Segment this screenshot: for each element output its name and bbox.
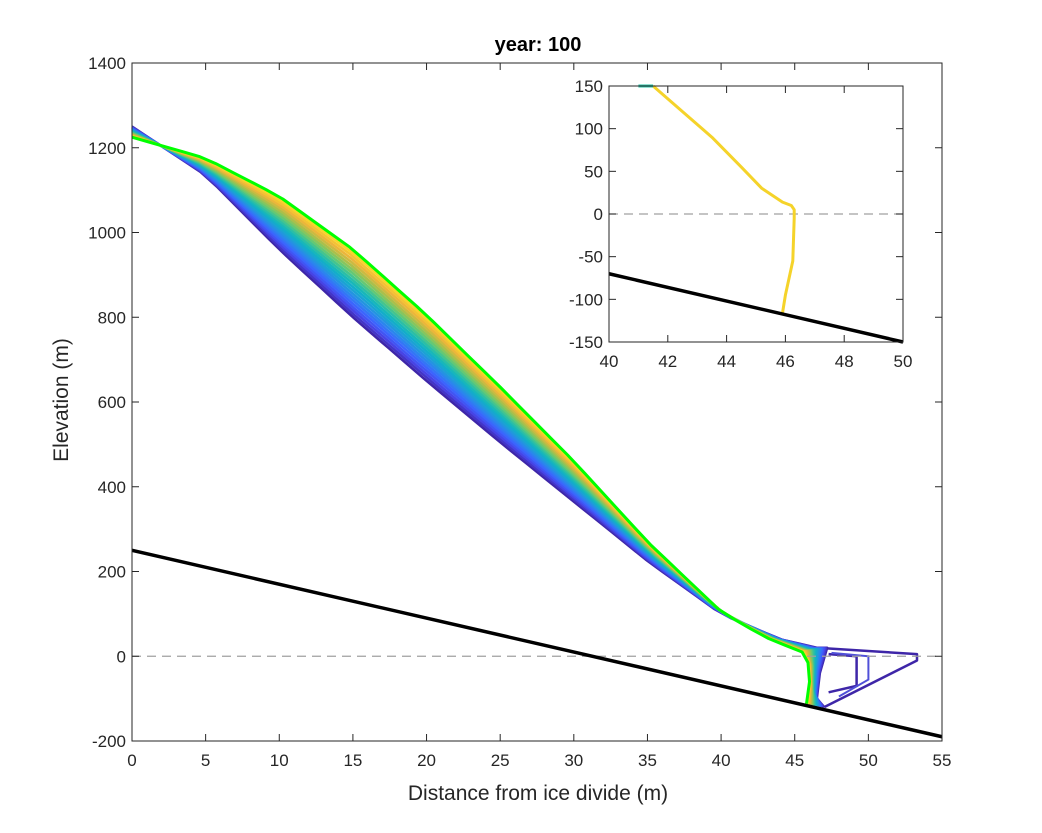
main-y-tick-label: 800 xyxy=(98,308,126,327)
inset-y-tick-label: 100 xyxy=(575,120,603,139)
main-x-tick-label: 25 xyxy=(491,751,510,770)
inset-bed-line xyxy=(608,272,904,344)
inset-y-tick-label: -150 xyxy=(569,333,603,352)
main-y-tick-label: 200 xyxy=(98,563,126,582)
y-axis-label: Elevation (m) xyxy=(50,338,73,462)
main-profiles xyxy=(131,125,919,709)
main-y-tick-label: 600 xyxy=(98,393,126,412)
main-y-tick-label: 1400 xyxy=(88,54,126,73)
main-y-tick-label: 1200 xyxy=(88,139,126,158)
main-y-tick-label: -200 xyxy=(92,732,126,751)
main-x-tick-label: 45 xyxy=(785,751,804,770)
main-bed-line xyxy=(131,548,943,739)
main-x-tick-label: 35 xyxy=(638,751,657,770)
inset-x-tick-label: 42 xyxy=(658,352,677,371)
inset-chart: 40 42 44 46 48 50 -150 -100 -50 0 50 100 150 xyxy=(569,77,912,371)
main-y-tick-label: 1000 xyxy=(88,224,126,243)
chart-title: year: 100 xyxy=(495,34,582,56)
inset-y-tick-label: -50 xyxy=(578,248,603,267)
inset-x-tick-label: 50 xyxy=(894,352,913,371)
main-y-tick-label: 400 xyxy=(98,478,126,497)
inset-y-tick-label: -100 xyxy=(569,290,603,309)
inset-x-tick-label: 44 xyxy=(717,352,736,371)
main-chart: 0 5 10 15 20 25 30 35 40 45 50 55-20002004006008001… xyxy=(50,34,951,805)
inset-x-tick-label: 40 xyxy=(600,352,619,371)
ice-shelf-inner-line xyxy=(831,651,870,698)
ice-shelf-outline xyxy=(816,646,919,709)
main-x-tick-label: 50 xyxy=(859,751,878,770)
ice-surface-profile xyxy=(131,135,811,704)
inset-y-tick-label: 50 xyxy=(584,162,603,181)
inset-y-tick-label: 150 xyxy=(575,77,603,96)
main-ticks: 0 5 10 15 20 25 30 35 40 45 50 55-20002004006008001… xyxy=(88,54,951,770)
main-x-tick-label: 40 xyxy=(712,751,731,770)
main-x-tick-label: 55 xyxy=(933,751,952,770)
ice-shelf-inner-line xyxy=(828,652,858,694)
inset-profile-line xyxy=(652,84,796,314)
inset-x-tick-label: 46 xyxy=(776,352,795,371)
inset-y-tick-label: 0 xyxy=(594,205,603,224)
inset-ticks: 40 42 44 46 48 50 -150 -100 -50 0 50 100 150 xyxy=(569,77,912,371)
inset-x-tick-label: 48 xyxy=(835,352,854,371)
main-x-tick-label: 10 xyxy=(270,751,289,770)
x-axis-label: Distance from ice divide (m) xyxy=(408,782,668,805)
main-x-tick-label: 15 xyxy=(343,751,362,770)
inset-background xyxy=(609,86,903,342)
main-x-tick-label: 30 xyxy=(564,751,583,770)
main-x-tick-label: 0 xyxy=(127,751,136,770)
main-x-tick-label: 5 xyxy=(201,751,210,770)
main-y-tick-label: 0 xyxy=(117,647,126,666)
main-x-tick-label: 20 xyxy=(417,751,436,770)
